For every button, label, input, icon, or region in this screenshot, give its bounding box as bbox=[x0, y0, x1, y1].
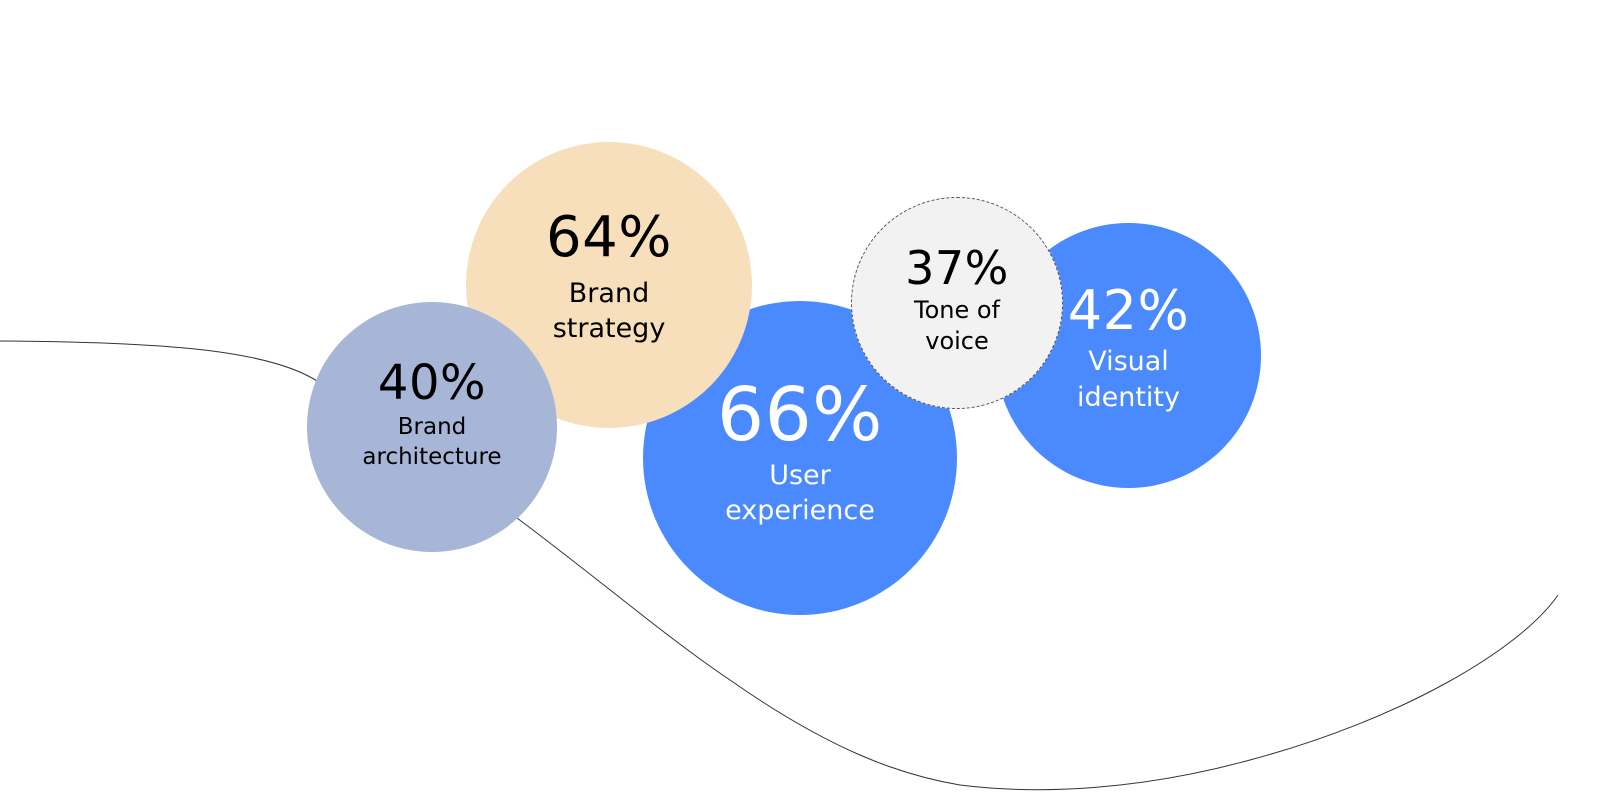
bubble-label-line: experience bbox=[725, 495, 875, 526]
bubble-label-line: architecture bbox=[362, 444, 502, 470]
bubble-label-line: User bbox=[769, 459, 831, 491]
bubble-label-line: Brand bbox=[397, 414, 467, 441]
bubble-value: 37% bbox=[905, 240, 1009, 295]
bubble-label-line: identity bbox=[1076, 381, 1181, 413]
decorative-curve-line bbox=[0, 340, 1559, 791]
bubble-label-line: strategy bbox=[552, 313, 666, 344]
bubble-label-line: Visual bbox=[1088, 346, 1169, 378]
bubble-label: Brand strategy bbox=[553, 276, 666, 346]
bubble-label: Brand architecture bbox=[362, 413, 501, 473]
bubble-brand-architecture: 40% Brand architecture bbox=[307, 302, 557, 552]
bubble-label: Tone of voice bbox=[914, 295, 1000, 357]
bubble-label-line: Brand bbox=[568, 277, 650, 309]
bubble-label-line: Tone of bbox=[913, 295, 1000, 324]
bubble-value: 64% bbox=[546, 204, 672, 270]
bubble-value: 66% bbox=[717, 371, 883, 458]
bubble-label: Visual identity bbox=[1077, 344, 1180, 414]
bubble-tone-of-voice: 37% Tone of voice bbox=[851, 197, 1063, 409]
bubble-label: User experience bbox=[725, 458, 875, 528]
bubble-label-line: voice bbox=[925, 327, 989, 355]
bubble-value: 40% bbox=[377, 355, 487, 412]
bubble-value: 42% bbox=[1067, 279, 1190, 343]
